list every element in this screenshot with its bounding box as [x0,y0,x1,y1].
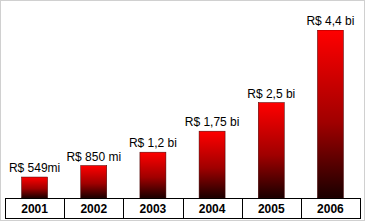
x-axis-bottom [5,218,360,219]
data-label: R$ 2,5 bi [247,87,295,101]
bar [140,152,166,198]
data-label: R$ 1,2 bi [129,136,177,150]
frame [1,1,365,221]
bars [22,30,344,198]
category-separator [64,198,65,219]
bar [317,30,343,198]
bar [81,166,107,198]
category-separator [301,198,302,219]
bar [258,103,284,198]
data-label: R$ 4,4 bi [306,14,354,28]
category-separator [242,198,243,219]
category-separator [123,198,124,219]
x-tick-label: 2005 [258,202,285,216]
data-label: R$ 850 mi [66,150,121,164]
x-tick-label: 2001 [21,202,48,216]
x-tick-label: 2004 [199,202,226,216]
category-separator [5,198,6,219]
bar [22,177,48,198]
category-separator [183,198,184,219]
x-axis-line [5,198,360,199]
data-label: R$ 1,75 bi [185,115,240,129]
category-separator [360,198,361,219]
x-tick-label: 2002 [80,202,107,216]
bar [199,131,225,198]
data-label: R$ 549mi [9,161,60,175]
chart: 2001 2002 2003 2004 2005 2006 R$ 549mi R$ 850 m… [0,0,365,221]
x-tick-label: 2006 [317,202,344,216]
x-tick-label: 2003 [140,202,167,216]
